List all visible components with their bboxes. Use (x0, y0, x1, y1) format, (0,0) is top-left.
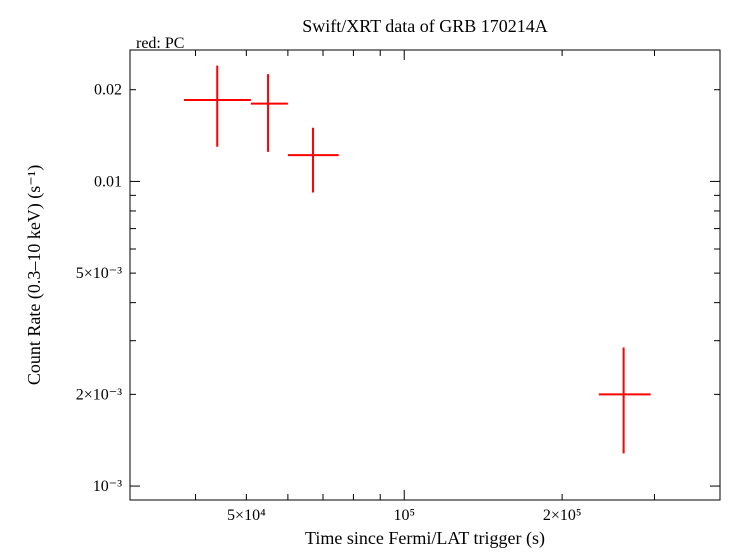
x-tick-label: 10⁵ (393, 507, 415, 524)
y-tick-label: 10⁻³ (93, 478, 122, 495)
legend-annotation: red: PC (136, 35, 184, 52)
y-tick-label: 2×10⁻³ (76, 386, 122, 403)
x-tick-label: 5×10⁴ (227, 507, 266, 524)
y-tick-label: 0.02 (94, 82, 122, 99)
plot-frame (130, 50, 720, 500)
y-tick-label: 0.01 (94, 173, 122, 190)
x-axis-ticks: 10⁵ 5×10⁴ 2×10⁵ (196, 50, 655, 524)
xrt-lightcurve-chart: 10⁵ 5×10⁴ 2×10⁵ 10⁻³ 0.01 2×10⁻³ 5×10⁻³ 0.02 S… (0, 0, 746, 558)
chart-title: Swift/XRT data of GRB 170214A (302, 16, 548, 36)
data-series-pc (184, 66, 651, 454)
y-axis-label: Count Rate (0.3–10 keV) (s⁻¹) (24, 165, 45, 385)
x-tick-label: 2×10⁵ (543, 507, 582, 524)
y-tick-label: 5×10⁻³ (76, 265, 122, 282)
x-axis-label: Time since Fermi/LAT trigger (s) (305, 528, 545, 549)
chart-container: 10⁵ 5×10⁴ 2×10⁵ 10⁻³ 0.01 2×10⁻³ 5×10⁻³ 0.02 S… (0, 0, 746, 558)
